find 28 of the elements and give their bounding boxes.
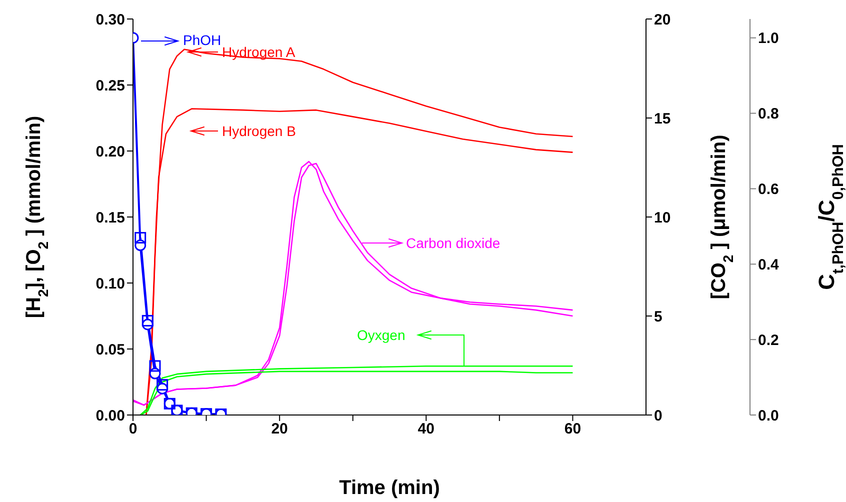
y2-tick-label: 0: [654, 407, 662, 424]
y3-tick-label: 0.8: [758, 106, 779, 123]
y3-tick-label: 1.0: [758, 30, 779, 48]
legend-label: Hydrogen B: [222, 122, 296, 139]
y-tick-label: 0.30: [96, 11, 125, 28]
y3-tick-label: 0.4: [758, 256, 780, 274]
y2-tick-label: 10: [654, 209, 671, 226]
y-tick-label: 0.20: [96, 143, 125, 160]
y3-tick-label: 0.6: [758, 181, 779, 198]
x-tick-label: 0: [128, 420, 138, 438]
y2-tick-label: 5: [654, 308, 662, 326]
y2-tick-label: 20: [654, 11, 671, 28]
legend-label: Carbon dioxide: [406, 234, 500, 251]
x-tick-label: 20: [271, 420, 288, 438]
series-label: Oyxgen: [357, 326, 406, 343]
y-tick-label: 0.15: [96, 209, 125, 226]
y3-tick-label: 0.0: [758, 407, 779, 424]
y-tick-label: 0.25: [96, 77, 125, 94]
x-tick-label: 60: [564, 420, 582, 438]
y3-tick-label: 0.2: [758, 332, 779, 349]
x-axis-title: Time (min): [339, 477, 440, 499]
y-tick-label: 0.05: [96, 341, 125, 358]
y-tick-label: 0.00: [96, 407, 125, 424]
y2-tick-label: 15: [654, 110, 671, 128]
x-tick-label: 40: [418, 420, 434, 438]
legend-label: Hydrogen A: [222, 44, 296, 60]
legend-label: PhOH: [183, 32, 222, 48]
y-tick-label: 0.10: [96, 275, 125, 292]
